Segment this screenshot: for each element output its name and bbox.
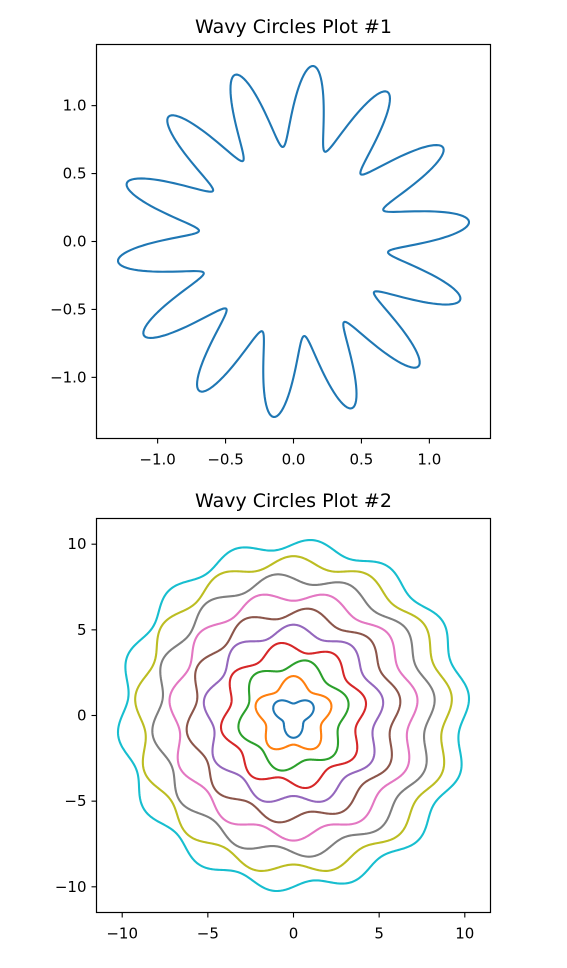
y-axis: −10 −5 0 5 10 [55,535,97,896]
y-tick-label: −1.0 [50,368,86,386]
series-curve-8 [151,573,436,858]
series-curve-10 [116,538,471,893]
series-curve-1 [116,64,471,419]
y-tick-label: 1.0 [63,97,87,115]
series-curve-3 [237,659,350,772]
y-tick-label: −10 [55,878,87,896]
x-axis: −10 −5 0 5 10 [106,912,474,943]
x-axis: −1.0 −0.5 0.0 0.5 1.0 [139,438,441,469]
chart-title: Wavy Circles Plot #1 [195,16,392,38]
y-axis: −1.0 −0.5 0.0 0.5 1.0 [50,97,97,386]
series-curve-7 [168,593,419,842]
series-curve-2 [254,675,333,751]
x-tick-label: 10 [455,925,474,943]
x-tick-label: 0.5 [350,451,374,469]
chart-title: Wavy Circles Plot #2 [195,490,392,512]
series-curve-6 [185,607,402,824]
x-tick-label: −5 [197,925,219,943]
plot-area [116,64,471,419]
x-tick-label: 5 [374,925,384,943]
y-tick-label: 0 [77,707,87,725]
series-curve-5 [202,623,385,803]
series-curve-4 [219,641,368,790]
x-tick-label: −0.5 [207,451,243,469]
chart-panel-2: Wavy Circles Plot #2 −10 −5 0 5 10 −10 −5 0 5 10 [55,490,492,943]
y-tick-label: −5 [64,792,86,810]
x-tick-label: 0.0 [282,451,306,469]
x-tick-label: 0 [289,925,299,943]
y-tick-label: −0.5 [50,300,86,318]
series-curve-1 [272,699,315,739]
plot-area [116,538,471,893]
y-tick-label: 0.5 [63,165,87,183]
y-tick-label: 10 [67,535,86,553]
x-tick-label: 1.0 [417,451,441,469]
chart-panel-1: Wavy Circles Plot #1 −1.0 −0.5 0.0 0.5 1.0 −… [50,16,492,469]
y-tick-label: 0.0 [63,233,87,251]
x-tick-label: −1.0 [139,451,175,469]
x-tick-label: −10 [106,925,138,943]
y-tick-label: 5 [77,621,87,639]
series-curve-9 [134,555,453,872]
